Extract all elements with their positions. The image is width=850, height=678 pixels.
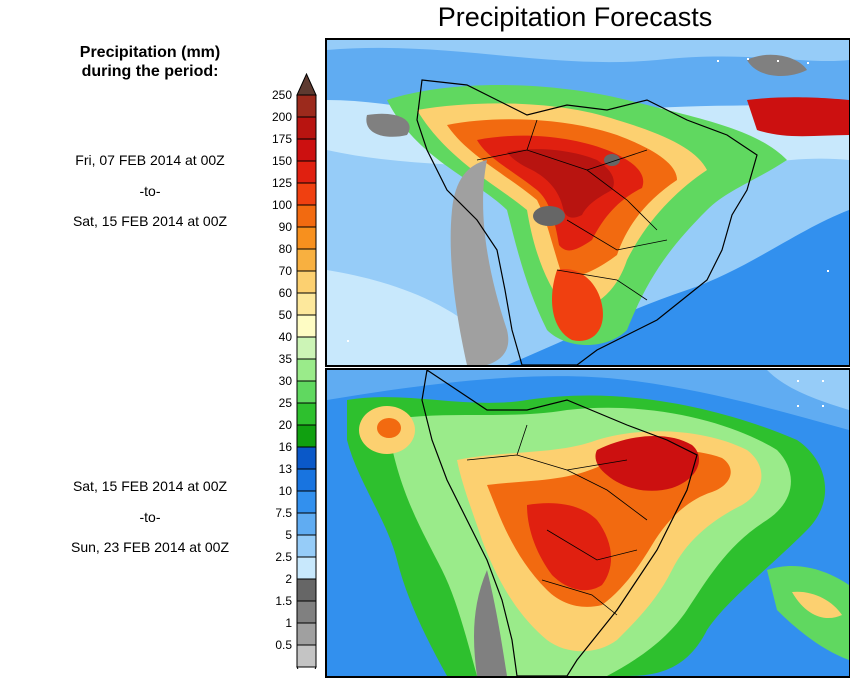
period-1-end: Sat, 15 FEB 2014 at 00Z: [72, 213, 228, 229]
color-scale-segment: [296, 556, 317, 580]
period-2-precip-field: [327, 370, 849, 676]
period-2-separator: -to-: [139, 509, 161, 525]
color-scale-label: 250: [271, 88, 292, 102]
color-scale-segment: [296, 314, 317, 338]
color-scale-segment: [296, 248, 317, 272]
color-scale-label: 100: [271, 198, 292, 212]
color-scale-segment: [296, 116, 317, 140]
color-scale-label: 20: [278, 418, 292, 432]
color-scale-segment: [296, 578, 317, 602]
color-scale-segment: [296, 534, 317, 558]
period-2-start: Sat, 15 FEB 2014 at 00Z: [72, 478, 228, 494]
color-scale-label: 200: [271, 110, 292, 124]
color-scale-label: 16: [278, 440, 292, 454]
period-1-map: [325, 38, 850, 367]
color-scale-label: 125: [271, 176, 292, 190]
color-scale-label: 60: [278, 286, 292, 300]
period-1-precip-field: [327, 40, 849, 365]
color-scale-segment: [296, 358, 317, 382]
color-scale-segment: [296, 336, 317, 360]
color-scale-label: 7.5: [275, 506, 292, 520]
legend-title-line2: during the period:: [81, 63, 219, 80]
color-scale-segment: [296, 424, 317, 448]
color-scale-segment: [296, 182, 317, 206]
color-scale-label: 40: [278, 330, 292, 344]
page-title: Precipitation Forecasts: [437, 2, 713, 32]
color-scale-segment: [296, 138, 317, 162]
color-scale-segment: [296, 160, 317, 184]
color-scale-segment: [296, 402, 317, 426]
color-scale-label: 2: [285, 572, 292, 586]
color-scale-label: 10: [278, 484, 292, 498]
color-scale-segment: [296, 226, 317, 250]
color-scale-segment: [296, 380, 317, 404]
period-2-end: Sun, 23 FEB 2014 at 00Z: [71, 539, 229, 555]
legend-title: Precipitation (mm) during the period:: [50, 43, 250, 81]
color-scale-segment: [296, 270, 317, 294]
color-scale-label: 1: [285, 616, 292, 630]
color-scale-label: 5: [285, 528, 292, 542]
color-scale-segment: [296, 490, 317, 514]
color-scale-label: 70: [278, 264, 292, 278]
color-scale-segment: [296, 644, 317, 668]
color-scale-label: 0.5: [275, 638, 292, 652]
color-scale-segment: [296, 292, 317, 316]
color-scale-segment: [296, 622, 317, 646]
period-1-separator: -to-: [139, 183, 161, 199]
color-scale-label: 2.5: [275, 550, 292, 564]
color-scale-segment: [296, 600, 317, 624]
period-1-start: Fri, 07 FEB 2014 at 00Z: [75, 152, 225, 168]
color-scale-label: 50: [278, 308, 292, 322]
color-scale-segment: [296, 204, 317, 228]
color-scale-cap-top: [296, 73, 317, 96]
color-scale-label: 150: [271, 154, 292, 168]
color-scale-labels: 250 200 175 150 125 100 90 80 70 60 50 40 35 30 25 20 16…: [256, 0, 292, 672]
period-2-map: [325, 368, 850, 678]
color-scale-segment: [296, 512, 317, 536]
legend-title-line1: Precipitation (mm): [79, 44, 221, 61]
color-scale-cap-bottom: [296, 666, 317, 669]
color-scale-label: 30: [278, 374, 292, 388]
color-scale-segment: [296, 468, 317, 492]
color-scale-label: 25: [278, 396, 292, 410]
color-scale-label: 80: [278, 242, 292, 256]
color-scale-segment: [296, 446, 317, 470]
color-scale-label: 1.5: [275, 594, 292, 608]
color-scale-label: 90: [278, 220, 292, 234]
color-scale-label: 35: [278, 352, 292, 366]
color-scale-bar: [296, 73, 317, 669]
color-scale-label: 13: [278, 462, 292, 476]
color-scale-segment: [296, 94, 317, 118]
color-scale-label: 175: [271, 132, 292, 146]
